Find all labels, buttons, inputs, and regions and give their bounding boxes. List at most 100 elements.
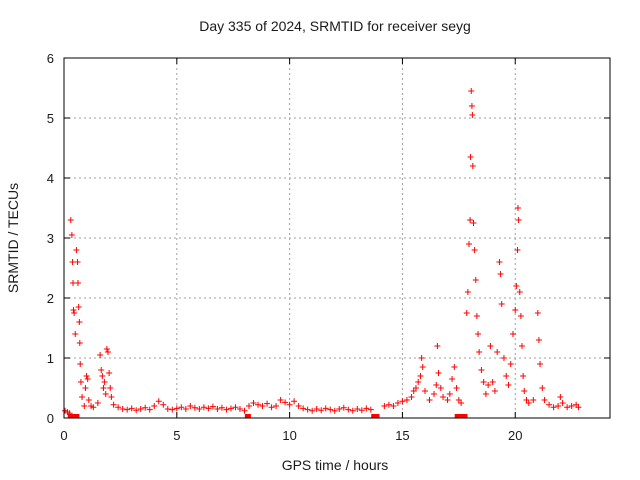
data-point [497, 271, 504, 277]
data-point [519, 343, 526, 349]
data-point [82, 385, 89, 391]
data-point [273, 403, 280, 409]
data-point [354, 406, 361, 412]
data-point [385, 401, 392, 408]
data-point [390, 403, 397, 409]
data-point [487, 343, 494, 349]
data-point [514, 247, 521, 253]
data-point [417, 373, 424, 379]
y-tick-label: 1 [47, 351, 54, 366]
data-point [363, 405, 370, 412]
zero-data-point [67, 414, 74, 418]
data-point [464, 289, 471, 295]
data-point [494, 349, 501, 355]
data-point [90, 404, 97, 411]
data-point [568, 403, 575, 409]
data-point [521, 388, 528, 394]
data-point [94, 400, 101, 406]
data-point [358, 407, 365, 414]
data-point [367, 406, 374, 413]
data-point [318, 407, 325, 414]
data-point [259, 403, 266, 409]
data-point [469, 112, 476, 118]
data-point [196, 406, 203, 412]
data-point [101, 379, 108, 385]
data-point [85, 397, 92, 403]
data-point [104, 349, 111, 355]
data-point [550, 404, 557, 411]
data-point [182, 406, 189, 412]
zero-data-point [373, 414, 380, 418]
x-tick-label: 5 [173, 428, 180, 443]
data-point [419, 364, 426, 370]
data-point [115, 404, 122, 411]
data-point [79, 394, 86, 400]
data-point [133, 407, 140, 414]
data-point [76, 340, 83, 346]
y-tick-label: 6 [47, 51, 54, 66]
data-point [336, 406, 343, 412]
data-point [435, 370, 442, 376]
data-point [119, 406, 126, 412]
data-point [575, 404, 582, 411]
data-point [304, 406, 311, 413]
y-tick-label: 2 [47, 291, 54, 306]
data-point [286, 401, 293, 408]
data-point [173, 405, 180, 412]
data-point [473, 313, 480, 319]
data-point [426, 397, 433, 403]
data-point [70, 307, 77, 313]
data-point [160, 401, 167, 408]
data-point [403, 397, 410, 403]
data-point [489, 379, 496, 385]
data-point [421, 388, 428, 394]
data-point [77, 361, 84, 367]
data-point [418, 355, 425, 361]
data-point [268, 404, 275, 411]
y-axis-label: SRMTID / TECUs [5, 183, 21, 293]
zero-data-point [244, 414, 251, 418]
x-tick-label: 20 [508, 428, 522, 443]
data-point [103, 346, 110, 352]
data-point [437, 385, 444, 391]
data-point [264, 400, 271, 407]
data-point [458, 400, 465, 406]
data-point [498, 301, 505, 307]
data-point [291, 398, 298, 405]
data-point [491, 388, 498, 394]
data-point [480, 379, 487, 385]
data-point [169, 406, 176, 413]
data-point [187, 403, 194, 409]
data-point [68, 232, 75, 238]
data-point [467, 217, 474, 223]
data-point [537, 361, 544, 367]
data-point [74, 280, 81, 286]
data-point [313, 406, 320, 412]
data-point [309, 407, 316, 414]
data-point [449, 376, 456, 382]
data-point [295, 403, 302, 409]
x-tick-label: 0 [60, 428, 67, 443]
data-point [541, 397, 548, 403]
data-point [250, 400, 257, 406]
data-point [178, 404, 185, 411]
data-point [345, 406, 352, 413]
data-point [137, 406, 144, 412]
data-point [110, 401, 117, 408]
data-point [164, 406, 171, 412]
data-point [246, 403, 253, 409]
data-point [223, 406, 230, 413]
data-point [209, 403, 216, 410]
data-point [381, 403, 388, 409]
data-point [124, 406, 131, 413]
x-tick-label: 10 [282, 428, 296, 443]
data-point [472, 277, 479, 283]
data-point [108, 394, 115, 400]
data-point [232, 404, 239, 411]
data-point [205, 405, 212, 412]
data-point [557, 394, 564, 400]
data-point [535, 337, 542, 343]
data-point [102, 391, 109, 397]
data-point [534, 310, 541, 316]
data-point [84, 376, 91, 382]
